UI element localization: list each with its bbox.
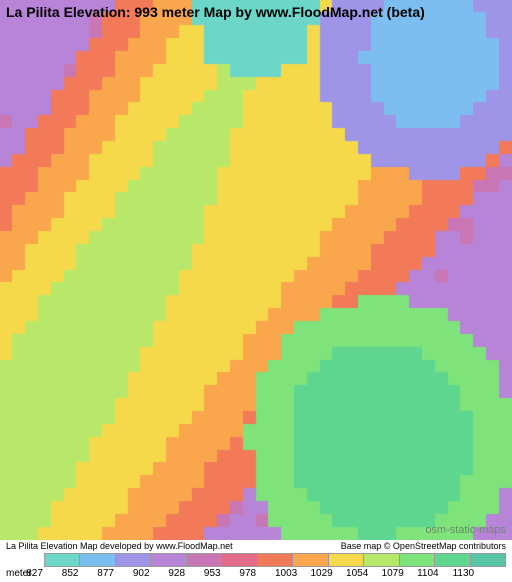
legend-value: 1079 [382, 568, 418, 580]
legend-value: 1003 [275, 568, 311, 580]
legend-value: 877 [97, 568, 133, 580]
legend-color-scale [44, 553, 506, 567]
legend-swatch [470, 553, 506, 567]
legend-swatch [434, 553, 469, 567]
legend-value: 852 [62, 568, 98, 580]
elevation-legend: La Pilita Elevation Map developed by www… [0, 540, 512, 582]
legend-value: 902 [133, 568, 169, 580]
legend-value: 928 [168, 568, 204, 580]
legend-value: 978 [239, 568, 275, 580]
map-canvas [0, 0, 512, 540]
legend-swatch [79, 553, 114, 567]
legend-value: 1029 [310, 568, 346, 580]
elevation-map: La Pilita Elevation: 993 meter Map by ww… [0, 0, 512, 540]
legend-swatch [292, 553, 327, 567]
legend-value: 827 [26, 568, 62, 580]
legend-value: 1130 [453, 568, 489, 580]
map-title: La Pilita Elevation: 993 meter Map by ww… [6, 4, 425, 20]
map-watermark: osm-static-maps [425, 524, 506, 536]
credit-right: Base map © OpenStreetMap contributors [341, 541, 506, 551]
legend-swatch [115, 553, 150, 567]
legend-swatch [257, 553, 292, 567]
legend-swatch [399, 553, 434, 567]
legend-swatch [328, 553, 363, 567]
legend-value: 1104 [417, 568, 453, 580]
legend-swatch [221, 553, 256, 567]
credit-left: La Pilita Elevation Map developed by www… [6, 541, 233, 551]
legend-swatch [150, 553, 185, 567]
legend-swatch [44, 553, 79, 567]
legend-swatch [363, 553, 398, 567]
legend-swatch [186, 553, 221, 567]
legend-value-labels: 8278528779029289539781003102910541079110… [44, 568, 506, 580]
legend-value: 1054 [346, 568, 382, 580]
legend-value: 953 [204, 568, 240, 580]
